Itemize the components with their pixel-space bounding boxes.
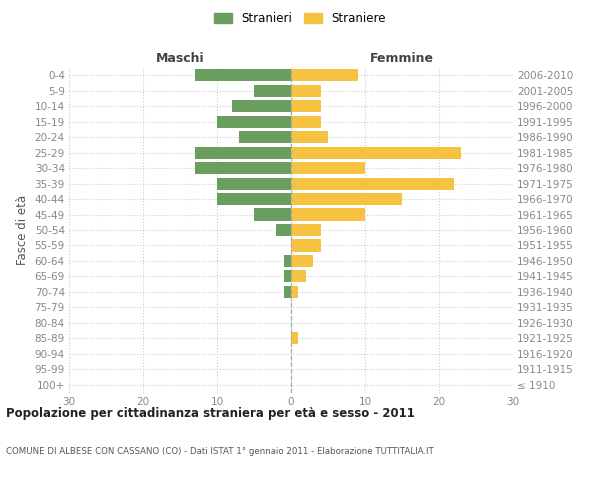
Bar	[276, 224, 291, 236]
Bar	[254, 208, 291, 220]
Bar	[217, 116, 291, 128]
Text: Popolazione per cittadinanza straniera per età e sesso - 2011: Popolazione per cittadinanza straniera p…	[6, 408, 415, 420]
Bar	[254, 84, 291, 97]
Bar	[291, 131, 328, 143]
Text: COMUNE DI ALBESE CON CASSANO (CO) - Dati ISTAT 1° gennaio 2011 - Elaborazione TU: COMUNE DI ALBESE CON CASSANO (CO) - Dati…	[6, 448, 434, 456]
Bar	[195, 69, 291, 82]
Bar	[291, 162, 365, 174]
Bar	[291, 208, 365, 220]
Bar	[217, 178, 291, 190]
Bar	[284, 286, 291, 298]
Bar	[291, 84, 320, 97]
Bar	[232, 100, 291, 112]
Bar	[217, 193, 291, 205]
Bar	[291, 255, 313, 267]
Bar	[195, 162, 291, 174]
Bar	[291, 270, 306, 282]
Bar	[291, 178, 454, 190]
Bar	[291, 240, 320, 252]
Bar	[239, 131, 291, 143]
Bar	[284, 270, 291, 282]
Bar	[284, 255, 291, 267]
Bar	[291, 146, 461, 158]
Legend: Stranieri, Straniere: Stranieri, Straniere	[211, 8, 389, 28]
Bar	[291, 100, 320, 112]
Bar	[291, 332, 298, 344]
Bar	[291, 116, 320, 128]
Bar	[291, 69, 358, 82]
Y-axis label: Fasce di età: Fasce di età	[16, 195, 29, 265]
Bar	[291, 193, 402, 205]
Bar	[291, 286, 298, 298]
Bar	[291, 224, 320, 236]
Bar	[195, 146, 291, 158]
